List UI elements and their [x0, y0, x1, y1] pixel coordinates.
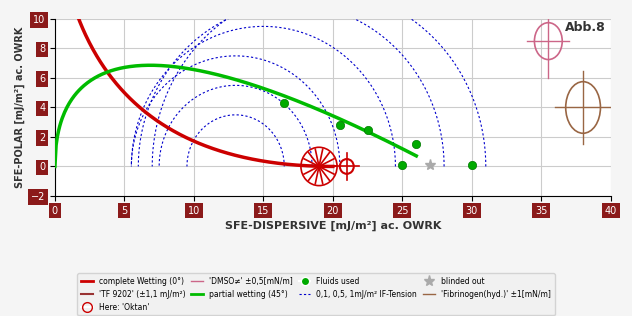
Text: Abb.8: Abb.8 — [564, 21, 605, 34]
Legend: complete Wetting (0°), 'TF 9202' (±1,1 mJ/m²), Here: 'Oktan', 'DMSO≠' ±0,5[mN/m]: complete Wetting (0°), 'TF 9202' (±1,1 m… — [77, 273, 555, 315]
X-axis label: SFE-DISPERSIVE [mJ/m²] ac. OWRK: SFE-DISPERSIVE [mJ/m²] ac. OWRK — [225, 221, 441, 232]
Y-axis label: SFE-POLAR [mJ/m²] ac. OWRK: SFE-POLAR [mJ/m²] ac. OWRK — [15, 27, 25, 188]
